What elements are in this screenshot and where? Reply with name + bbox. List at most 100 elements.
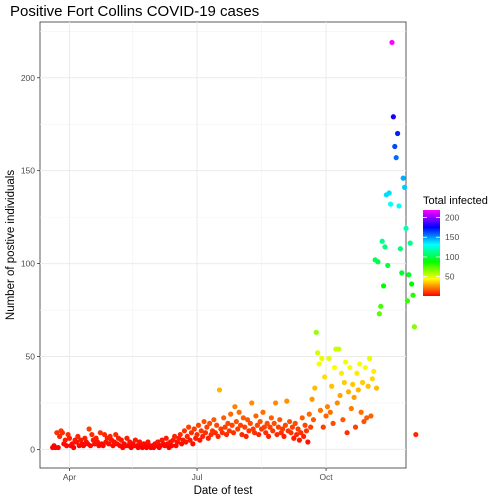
legend-tick-label: 150	[445, 232, 459, 242]
data-point	[228, 411, 234, 417]
data-point	[256, 431, 262, 438]
data-point	[303, 428, 310, 434]
legend-tick-label: 50	[445, 272, 455, 282]
data-point	[186, 424, 192, 430]
data-point	[345, 389, 352, 395]
data-point	[289, 424, 296, 430]
data-point	[251, 430, 258, 436]
data-point	[242, 424, 248, 430]
data-point	[87, 443, 94, 449]
data-point	[271, 420, 277, 426]
data-point	[302, 422, 308, 428]
data-point	[368, 413, 374, 419]
data-point	[263, 430, 269, 436]
data-point	[324, 404, 331, 410]
data-point	[411, 324, 418, 330]
data-point	[323, 413, 329, 419]
data-point	[183, 439, 189, 445]
data-point	[355, 387, 361, 393]
data-point	[246, 428, 252, 434]
data-point	[344, 430, 350, 436]
data-point	[404, 298, 410, 304]
data-point	[163, 435, 169, 441]
data-point	[392, 143, 398, 150]
data-point	[396, 203, 402, 209]
data-point	[334, 400, 340, 406]
data-point	[188, 430, 195, 436]
chart-title: Positive Fort Collins COVID-19 cases	[10, 3, 259, 20]
data-point	[406, 272, 412, 278]
data-point	[181, 428, 188, 434]
data-point	[86, 426, 92, 432]
data-point	[198, 428, 204, 434]
data-point	[292, 420, 298, 426]
data-point	[343, 359, 349, 365]
data-point	[282, 422, 288, 428]
data-point	[291, 435, 297, 441]
data-point	[239, 431, 245, 438]
data-point	[194, 431, 200, 438]
data-point	[309, 396, 315, 402]
data-point	[232, 404, 238, 410]
data-point	[211, 417, 217, 423]
data-point	[80, 443, 87, 449]
data-point	[375, 259, 381, 265]
data-point	[55, 444, 61, 451]
data-point	[284, 398, 290, 404]
data-point	[371, 368, 377, 374]
data-point	[243, 433, 249, 440]
data-point	[57, 433, 63, 440]
data-points	[50, 39, 419, 451]
data-point	[237, 422, 244, 428]
y-axis-ticks: 0 50 100 150 200	[21, 73, 40, 454]
data-point	[312, 385, 318, 391]
data-point	[215, 433, 221, 440]
data-point	[301, 433, 307, 440]
y-tick-label: 100	[21, 259, 35, 269]
data-point	[254, 422, 260, 428]
data-point	[277, 417, 283, 423]
data-point	[281, 433, 287, 440]
data-point	[261, 424, 267, 430]
data-point	[169, 443, 175, 449]
data-point	[219, 430, 225, 436]
data-point	[190, 441, 196, 447]
data-point	[354, 370, 360, 376]
data-point	[260, 409, 266, 415]
legend-tick-label: 100	[445, 252, 459, 262]
data-point	[295, 426, 301, 432]
data-point	[379, 238, 385, 244]
data-point	[97, 430, 103, 436]
x-axis-label: Date of test	[194, 485, 254, 497]
data-point	[310, 417, 317, 423]
data-point	[223, 431, 230, 438]
data-point	[373, 385, 380, 391]
x-tick-label: Jul	[192, 472, 203, 482]
data-point	[402, 184, 408, 190]
data-point	[320, 424, 326, 430]
data-point	[274, 431, 280, 438]
data-point	[413, 431, 419, 438]
data-point	[177, 431, 183, 438]
data-point	[389, 39, 395, 46]
data-point	[326, 355, 332, 361]
data-point	[386, 190, 392, 196]
data-point	[359, 379, 366, 386]
data-point	[319, 355, 325, 361]
data-point	[338, 370, 345, 376]
data-point	[299, 415, 305, 421]
legend-tick-label: 200	[445, 212, 459, 222]
y-tick-label: 50	[26, 352, 36, 362]
data-point	[54, 430, 60, 436]
data-point	[249, 400, 255, 406]
data-point	[71, 444, 77, 451]
data-point	[407, 240, 413, 246]
data-point	[59, 430, 66, 436]
data-point	[222, 424, 228, 430]
data-point	[100, 443, 106, 449]
data-point	[66, 435, 73, 441]
data-point	[397, 246, 403, 252]
data-point	[337, 392, 343, 399]
data-point	[313, 329, 319, 335]
data-point	[336, 346, 342, 352]
